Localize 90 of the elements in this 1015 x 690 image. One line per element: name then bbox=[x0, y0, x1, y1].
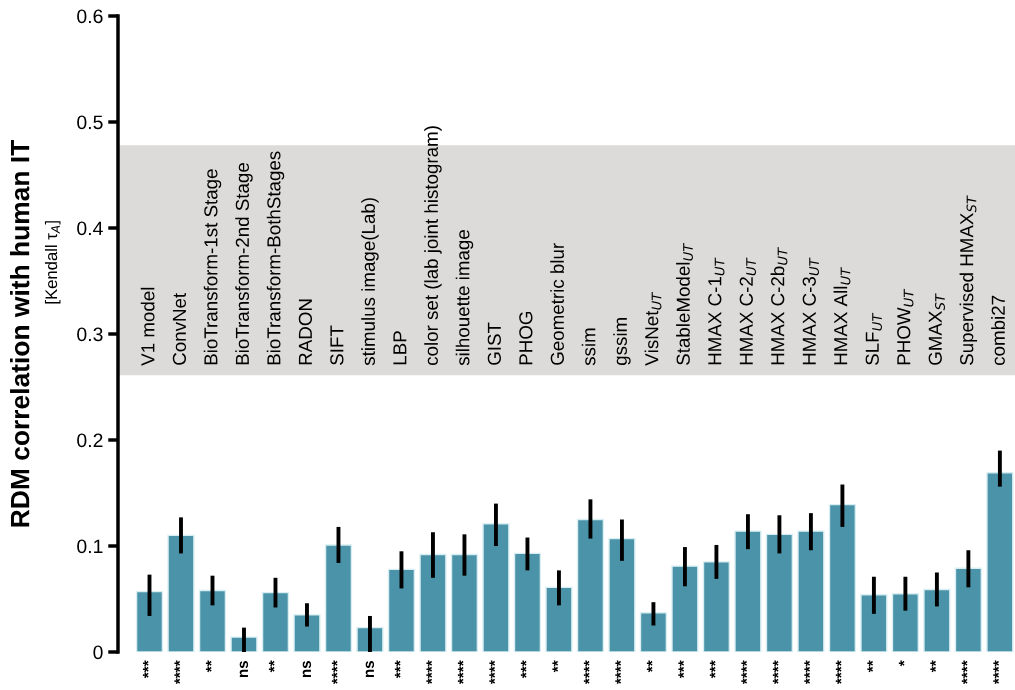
text: *** bbox=[520, 660, 527, 679]
text: ns bbox=[365, 660, 375, 678]
x-tick-label: silhouette image bbox=[455, 230, 474, 366]
text: *** bbox=[709, 660, 716, 679]
text: **** bbox=[993, 660, 1000, 685]
bar bbox=[608, 537, 636, 652]
bar bbox=[954, 567, 982, 652]
text: **** bbox=[835, 660, 842, 685]
x-tick-label: HMAX All$_{UT}$ bbox=[833, 266, 851, 365]
x-tick-label: HMAX C-1$_{UT}$ bbox=[708, 257, 725, 365]
text: *** bbox=[678, 660, 685, 679]
text: *** bbox=[142, 660, 149, 679]
text: ** bbox=[930, 660, 937, 673]
y-tick-label: 0.6 bbox=[77, 9, 103, 24]
x-tick-label: Supervised HMAX$_{ST}$ bbox=[959, 195, 978, 365]
x-tick-label: combi27 bbox=[991, 295, 1005, 365]
x-tick-label: ConvNet bbox=[172, 292, 187, 365]
bar bbox=[545, 586, 573, 652]
x-tick-label: BioTransform-2nd Stage bbox=[235, 163, 253, 365]
x-tick-label: gssim bbox=[613, 318, 631, 366]
x-tick-label: HMAX C-3$_{UT}$ bbox=[802, 257, 819, 365]
text: **** bbox=[583, 660, 590, 685]
text: **** bbox=[174, 660, 181, 685]
bar bbox=[860, 594, 888, 652]
bar bbox=[135, 590, 164, 652]
bar bbox=[734, 530, 762, 652]
bar bbox=[828, 503, 857, 652]
text: **** bbox=[615, 660, 622, 685]
text: *** bbox=[394, 660, 401, 679]
text: **** bbox=[741, 660, 748, 685]
bar bbox=[293, 614, 321, 652]
bar bbox=[797, 530, 825, 652]
text: * bbox=[898, 660, 905, 667]
x-tick-label: GMAX$_{ST}$ bbox=[928, 293, 945, 365]
x-tick-label: BioTransform-1st Stage bbox=[203, 169, 222, 365]
bar bbox=[639, 612, 668, 652]
x-tick-label: Geometric blur bbox=[550, 243, 564, 365]
bar bbox=[450, 553, 479, 652]
bar bbox=[513, 552, 542, 652]
bar bbox=[482, 523, 510, 652]
text: ns bbox=[302, 660, 312, 678]
y-tick-label: 0.3 bbox=[77, 327, 103, 342]
x-tick-label: stimulus image(Lab) bbox=[361, 198, 379, 366]
x-tick-label: PHOG bbox=[519, 311, 533, 365]
bar bbox=[324, 544, 353, 652]
text: **** bbox=[457, 660, 464, 685]
bar bbox=[167, 534, 195, 652]
text: ns bbox=[239, 660, 249, 678]
text: **** bbox=[804, 660, 811, 685]
text: **** bbox=[772, 660, 779, 685]
x-tick-label: LBP bbox=[393, 331, 407, 365]
bar bbox=[198, 589, 227, 652]
x-tick-label: GIST bbox=[487, 322, 501, 365]
y-tick-label: 0.1 bbox=[77, 539, 103, 554]
bar bbox=[419, 553, 447, 652]
y-axis-title: RDM correlation with human IT [Kendall τ$_{A}$] bbox=[10, 140, 61, 527]
x-tick-label: StableModel$_{UT}$ bbox=[676, 242, 693, 365]
x-tick-label: BioTransform-BothStages bbox=[266, 151, 285, 365]
text: ** bbox=[268, 660, 275, 673]
text: **** bbox=[426, 660, 433, 685]
bar bbox=[986, 472, 1014, 652]
x-tick-label: color set (lab joint histogram) bbox=[424, 126, 442, 365]
bar bbox=[765, 533, 794, 652]
y-tick-label: 0.4 bbox=[77, 221, 103, 236]
x-tick-label: SLF$_{UT}$ bbox=[865, 312, 882, 365]
x-tick-label: RADON bbox=[298, 299, 313, 365]
x-tick-label: V1 model bbox=[140, 287, 155, 366]
bar bbox=[261, 591, 290, 652]
x-tick-label: PHOW$_{UT}$ bbox=[897, 288, 914, 365]
bar bbox=[702, 561, 731, 652]
text: **** bbox=[489, 660, 496, 685]
bar bbox=[891, 593, 920, 652]
text: ** bbox=[552, 660, 559, 673]
y-tick-label: 0.5 bbox=[77, 115, 103, 130]
text: ** bbox=[205, 660, 212, 673]
y-tick-label: 0 bbox=[93, 645, 103, 660]
text: ** bbox=[646, 660, 653, 673]
bar bbox=[387, 568, 416, 652]
bar bbox=[923, 588, 951, 652]
x-tick-label: SIFT bbox=[330, 325, 344, 365]
text: ** bbox=[867, 660, 874, 673]
x-tick-label: ssim bbox=[581, 328, 596, 366]
x-tick-label: VisNet$_{UT}$ bbox=[644, 291, 662, 366]
bar bbox=[576, 518, 605, 652]
x-tick-label: HMAX C-2b$_{UT}$ bbox=[770, 247, 788, 365]
bar bbox=[671, 565, 699, 652]
y-tick-label: 0.2 bbox=[77, 433, 103, 448]
x-tick-label: HMAX C-2$_{UT}$ bbox=[739, 257, 756, 365]
text: **** bbox=[961, 660, 968, 685]
text: **** bbox=[331, 660, 338, 685]
